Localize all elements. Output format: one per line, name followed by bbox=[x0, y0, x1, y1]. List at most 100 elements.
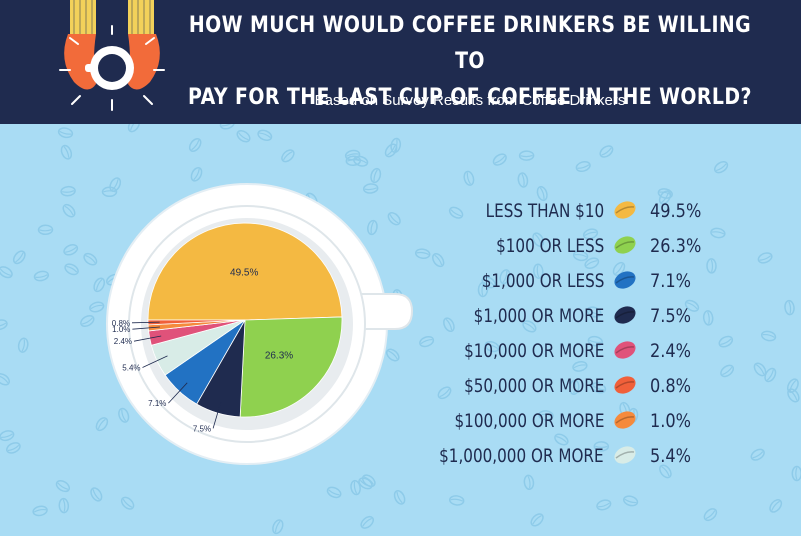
bg-bean bbox=[572, 250, 589, 262]
title-line-1: HOW MUCH WOULD COFFEE DRINKERS BE WILLIN… bbox=[188, 13, 752, 74]
bg-bean bbox=[57, 127, 74, 139]
bg-bean bbox=[219, 124, 235, 130]
bg-bean bbox=[80, 314, 95, 328]
pie-leader-line bbox=[131, 321, 160, 324]
bg-bean bbox=[387, 212, 401, 226]
legend-label: $100 OR LESS bbox=[495, 235, 604, 257]
bg-bean bbox=[17, 337, 29, 353]
bg-bean bbox=[757, 252, 773, 264]
bg-bean bbox=[538, 410, 554, 421]
coffee-bean-icon bbox=[614, 271, 636, 289]
bg-bean bbox=[753, 362, 767, 377]
pie-leader-line bbox=[132, 326, 160, 330]
bg-bean bbox=[83, 252, 98, 266]
bg-bean bbox=[118, 407, 130, 423]
coffee-bean-icon bbox=[614, 236, 636, 254]
bg-bean bbox=[127, 124, 141, 133]
bg-bean bbox=[582, 228, 599, 240]
bg-bean bbox=[499, 269, 511, 285]
bg-bean bbox=[281, 149, 295, 163]
bg-bean bbox=[703, 508, 718, 522]
bg-bean bbox=[386, 348, 400, 362]
bg-bean bbox=[787, 388, 800, 403]
chart-title: HOW MUCH WOULD COFFEE DRINKERS BE WILLIN… bbox=[186, 8, 754, 116]
bg-bean bbox=[361, 474, 376, 488]
bg-bean bbox=[0, 430, 15, 442]
legend-value: 5.4% bbox=[650, 445, 692, 467]
bg-bean bbox=[367, 219, 378, 236]
bg-bean bbox=[530, 513, 544, 527]
bg-bean bbox=[362, 183, 379, 194]
bg-bean bbox=[393, 490, 406, 505]
bg-bean bbox=[522, 320, 537, 333]
title-line-2: PAY FOR THE LAST CUP OF COFFEE IN THE WO… bbox=[188, 85, 752, 110]
bg-bean bbox=[12, 250, 26, 265]
legend-item: $1,000 OR MORE 7.5% bbox=[400, 301, 800, 336]
bg-bean bbox=[750, 448, 765, 461]
bg-bean bbox=[484, 341, 500, 353]
legend-label: $10,000 OR MORE bbox=[463, 340, 604, 362]
bg-bean bbox=[791, 465, 801, 482]
bg-bean bbox=[109, 177, 122, 192]
bg-bean bbox=[523, 474, 535, 491]
pie-labels: 49.5% 26.3% 7.5% 7.1% 5.4% 2.4% 1.0%0.8% bbox=[112, 268, 294, 434]
bg-bean bbox=[612, 261, 626, 276]
bg-bean bbox=[784, 299, 795, 316]
bg-bean bbox=[720, 364, 735, 378]
bg-bean bbox=[60, 185, 76, 197]
bg-bean bbox=[714, 161, 729, 174]
bg-bean bbox=[188, 138, 202, 152]
bg-bean bbox=[55, 480, 71, 493]
bg-bean bbox=[0, 319, 8, 331]
coffee-bean-icon bbox=[614, 201, 636, 219]
legend-value: 26.3% bbox=[650, 235, 702, 257]
bg-bean bbox=[492, 153, 507, 166]
bg-bean bbox=[0, 266, 13, 279]
legend-item: $1,000,000 OR MORE 5.4% bbox=[400, 441, 800, 476]
coffee-bean-icon bbox=[614, 411, 636, 429]
legend-label: $1,000,000 OR MORE bbox=[439, 445, 604, 467]
bg-bean bbox=[190, 166, 203, 182]
bg-bean bbox=[584, 257, 600, 269]
bg-bean bbox=[448, 495, 465, 506]
pie-slice bbox=[147, 222, 343, 321]
pie-slice-label: 26.3% bbox=[265, 351, 293, 362]
bg-bean bbox=[623, 495, 639, 507]
bg-bean bbox=[443, 317, 455, 333]
legend-value: 0.8% bbox=[650, 375, 692, 397]
coffee-bean-icon bbox=[614, 376, 636, 394]
bg-bean bbox=[586, 306, 602, 318]
legend-value: 1.0% bbox=[650, 410, 692, 432]
legend-label: $50,000 OR MORE bbox=[463, 375, 604, 397]
bg-bean bbox=[658, 190, 672, 205]
pie bbox=[147, 222, 343, 418]
bg-bean bbox=[326, 486, 342, 499]
header-banner: HOW MUCH WOULD COFFEE DRINKERS BE WILLIN… bbox=[0, 0, 801, 124]
pie-leader-line bbox=[212, 401, 222, 429]
bg-bean bbox=[33, 270, 50, 282]
pie-leader-line bbox=[142, 355, 168, 368]
bg-bean bbox=[272, 519, 284, 535]
coffee-cup-pie-chart: 49.5% 26.3% 7.5% 7.1% 5.4% 2.4% 1.0%0.8% bbox=[106, 183, 414, 465]
legend-label: $1,000 OR MORE bbox=[473, 305, 604, 327]
bg-bean bbox=[554, 433, 569, 446]
bg-bean bbox=[62, 203, 76, 218]
bg-bean bbox=[463, 170, 475, 186]
legend-item: $50,000 OR MORE 0.8% bbox=[400, 371, 800, 406]
bg-bean bbox=[437, 386, 452, 400]
pie-slice-label: 1.0% bbox=[112, 325, 130, 334]
bg-bean bbox=[120, 496, 135, 510]
bg-bean bbox=[0, 373, 11, 386]
legend-label: $1,000 OR LESS bbox=[481, 270, 604, 292]
bg-bean bbox=[532, 232, 545, 247]
bg-bean bbox=[6, 442, 21, 454]
legend-value: 49.5% bbox=[650, 200, 702, 222]
bg-bean bbox=[257, 129, 273, 141]
coffee-bean-icon bbox=[614, 306, 636, 324]
bg-bean bbox=[517, 172, 529, 188]
pie-slice-label: 49.5% bbox=[230, 268, 258, 279]
legend-value: 7.5% bbox=[650, 305, 692, 327]
bg-bean bbox=[93, 277, 106, 293]
bg-bean bbox=[236, 129, 251, 143]
pie-leader-line bbox=[133, 335, 162, 342]
